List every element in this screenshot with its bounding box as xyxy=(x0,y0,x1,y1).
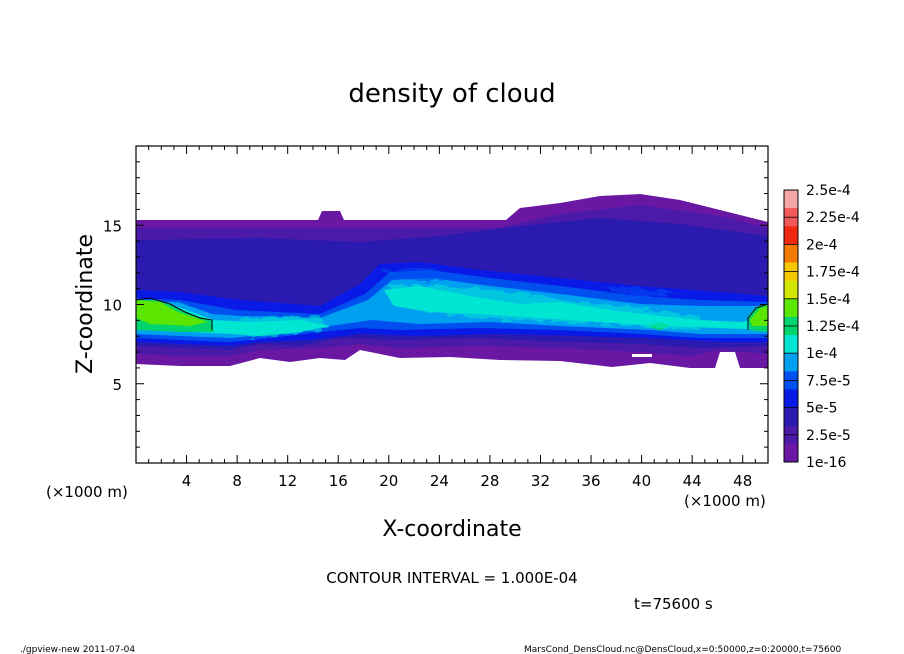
colorbar-label: 1e-4 xyxy=(806,346,838,362)
colorbar-swatch xyxy=(784,407,798,427)
contour-line-left xyxy=(136,297,213,330)
x-axis: 4 8 12 16 20 24 28 32 36 40 44 48 xyxy=(148,146,756,490)
x-tick-label: 40 xyxy=(632,472,651,490)
x-tick-label: 32 xyxy=(531,472,550,490)
colorbar-swatch xyxy=(784,335,798,354)
colorbar-label: 7.5e-5 xyxy=(806,373,851,389)
x-axis-label: X-coordinate xyxy=(382,517,521,542)
x-tick-label: 20 xyxy=(379,472,398,490)
x-tick-label: 8 xyxy=(232,472,242,490)
layer-1.5e-4-left xyxy=(136,300,208,326)
layer-1.5e-4-right xyxy=(750,306,768,326)
y-tick-label: 15 xyxy=(103,217,122,235)
colorbar-swatch xyxy=(784,244,798,264)
colorbar-swatch xyxy=(784,443,798,463)
colorbar-label: 1.5e-4 xyxy=(806,292,851,308)
colorbar-swatch xyxy=(784,280,798,300)
x-tick-label: 36 xyxy=(581,472,600,490)
y-tick-label: 5 xyxy=(112,376,122,394)
y-axis-label: Z-coordinate xyxy=(73,234,98,374)
y-tick-label: 10 xyxy=(103,297,122,315)
colorbar-label: 2e-4 xyxy=(806,237,838,253)
colorbar-label: 1.25e-4 xyxy=(806,319,860,335)
colorbar-swatch xyxy=(784,389,798,409)
x-tick-label: 16 xyxy=(329,472,348,490)
cloud-field xyxy=(136,194,768,368)
footer-right: MarsCond_DensCloud.nc@DensCloud,x=0:5000… xyxy=(524,645,841,654)
colorbar-label: 2.5e-5 xyxy=(806,428,851,444)
x-unit-left: (×1000 m) xyxy=(46,483,128,501)
colorbar-swatch xyxy=(784,190,798,209)
field-gap xyxy=(632,354,652,357)
colorbar-swatch xyxy=(784,226,798,245)
colorbar-label: 5e-5 xyxy=(806,401,837,417)
x-tick-label: 12 xyxy=(278,472,297,490)
y-axis: 5 10 15 xyxy=(103,161,768,448)
contour-interval: CONTOUR INTERVAL = 1.000E-04 xyxy=(326,569,577,587)
x-tick-label: 48 xyxy=(733,472,752,490)
contour-line-right xyxy=(747,303,768,330)
x-tick-label: 24 xyxy=(430,472,449,490)
colorbar-label: 2.5e-4 xyxy=(806,183,851,199)
x-unit-right: (×1000 m) xyxy=(684,492,766,510)
x-tick-label: 28 xyxy=(480,472,499,490)
chart-title: density of cloud xyxy=(348,79,555,109)
time-label: t=75600 s xyxy=(634,595,713,613)
x-tick-label: 4 xyxy=(182,472,192,490)
colorbar-label: 1e-16 xyxy=(806,455,846,471)
x-tick-label: 44 xyxy=(683,472,702,490)
colorbar-label: 1.75e-4 xyxy=(806,265,860,281)
colorbar-swatch xyxy=(784,298,798,318)
field-texture xyxy=(240,268,700,340)
footer-left: ./gpview-new 2011-07-04 xyxy=(20,645,135,654)
colorbar-swatch xyxy=(784,353,798,372)
colorbar: 2.5e-4 2.25e-4 2e-4 1.75e-4 1.5e-4 1.25e-4 1e-… xyxy=(783,183,860,471)
colorbar-label: 2.25e-4 xyxy=(806,210,860,226)
